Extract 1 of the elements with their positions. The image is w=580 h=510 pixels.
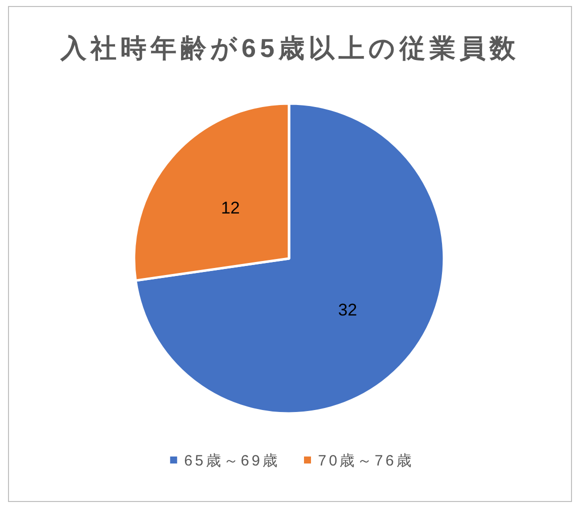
title: 入社時年齢が65歳以上の従業員数 — [60, 33, 520, 63]
